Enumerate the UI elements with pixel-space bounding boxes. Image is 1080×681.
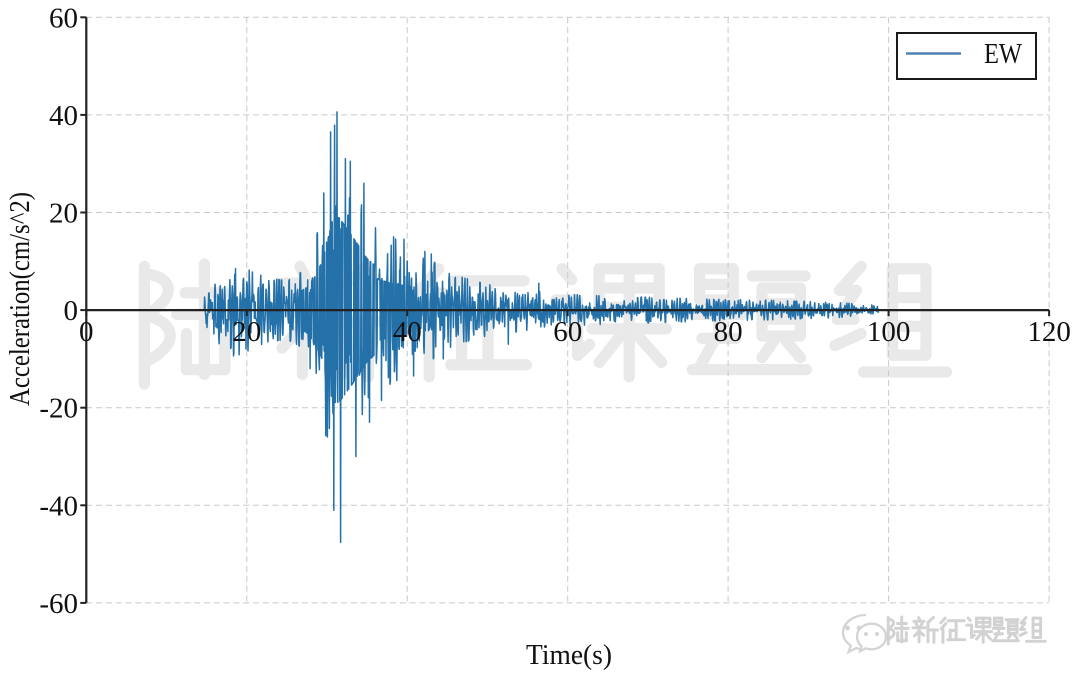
svg-text:0: 0 [79, 316, 94, 348]
svg-text:-20: -20 [39, 393, 78, 425]
svg-text:60: 60 [553, 316, 582, 348]
svg-text:0: 0 [64, 295, 79, 327]
svg-text:120: 120 [1027, 316, 1071, 348]
svg-text:40: 40 [393, 316, 422, 348]
svg-text:80: 80 [714, 316, 743, 348]
svg-text:Acceleration(cm/s^2): Acceleration(cm/s^2) [5, 192, 36, 406]
svg-text:-60: -60 [39, 588, 78, 620]
svg-text:20: 20 [49, 198, 78, 230]
svg-text:-40: -40 [39, 490, 78, 522]
svg-text:20: 20 [232, 316, 261, 348]
svg-text:Time(s): Time(s) [526, 640, 612, 671]
svg-text:40: 40 [49, 100, 78, 132]
svg-text:100: 100 [867, 316, 911, 348]
svg-text:EW: EW [984, 39, 1022, 70]
svg-text:60: 60 [49, 2, 78, 34]
